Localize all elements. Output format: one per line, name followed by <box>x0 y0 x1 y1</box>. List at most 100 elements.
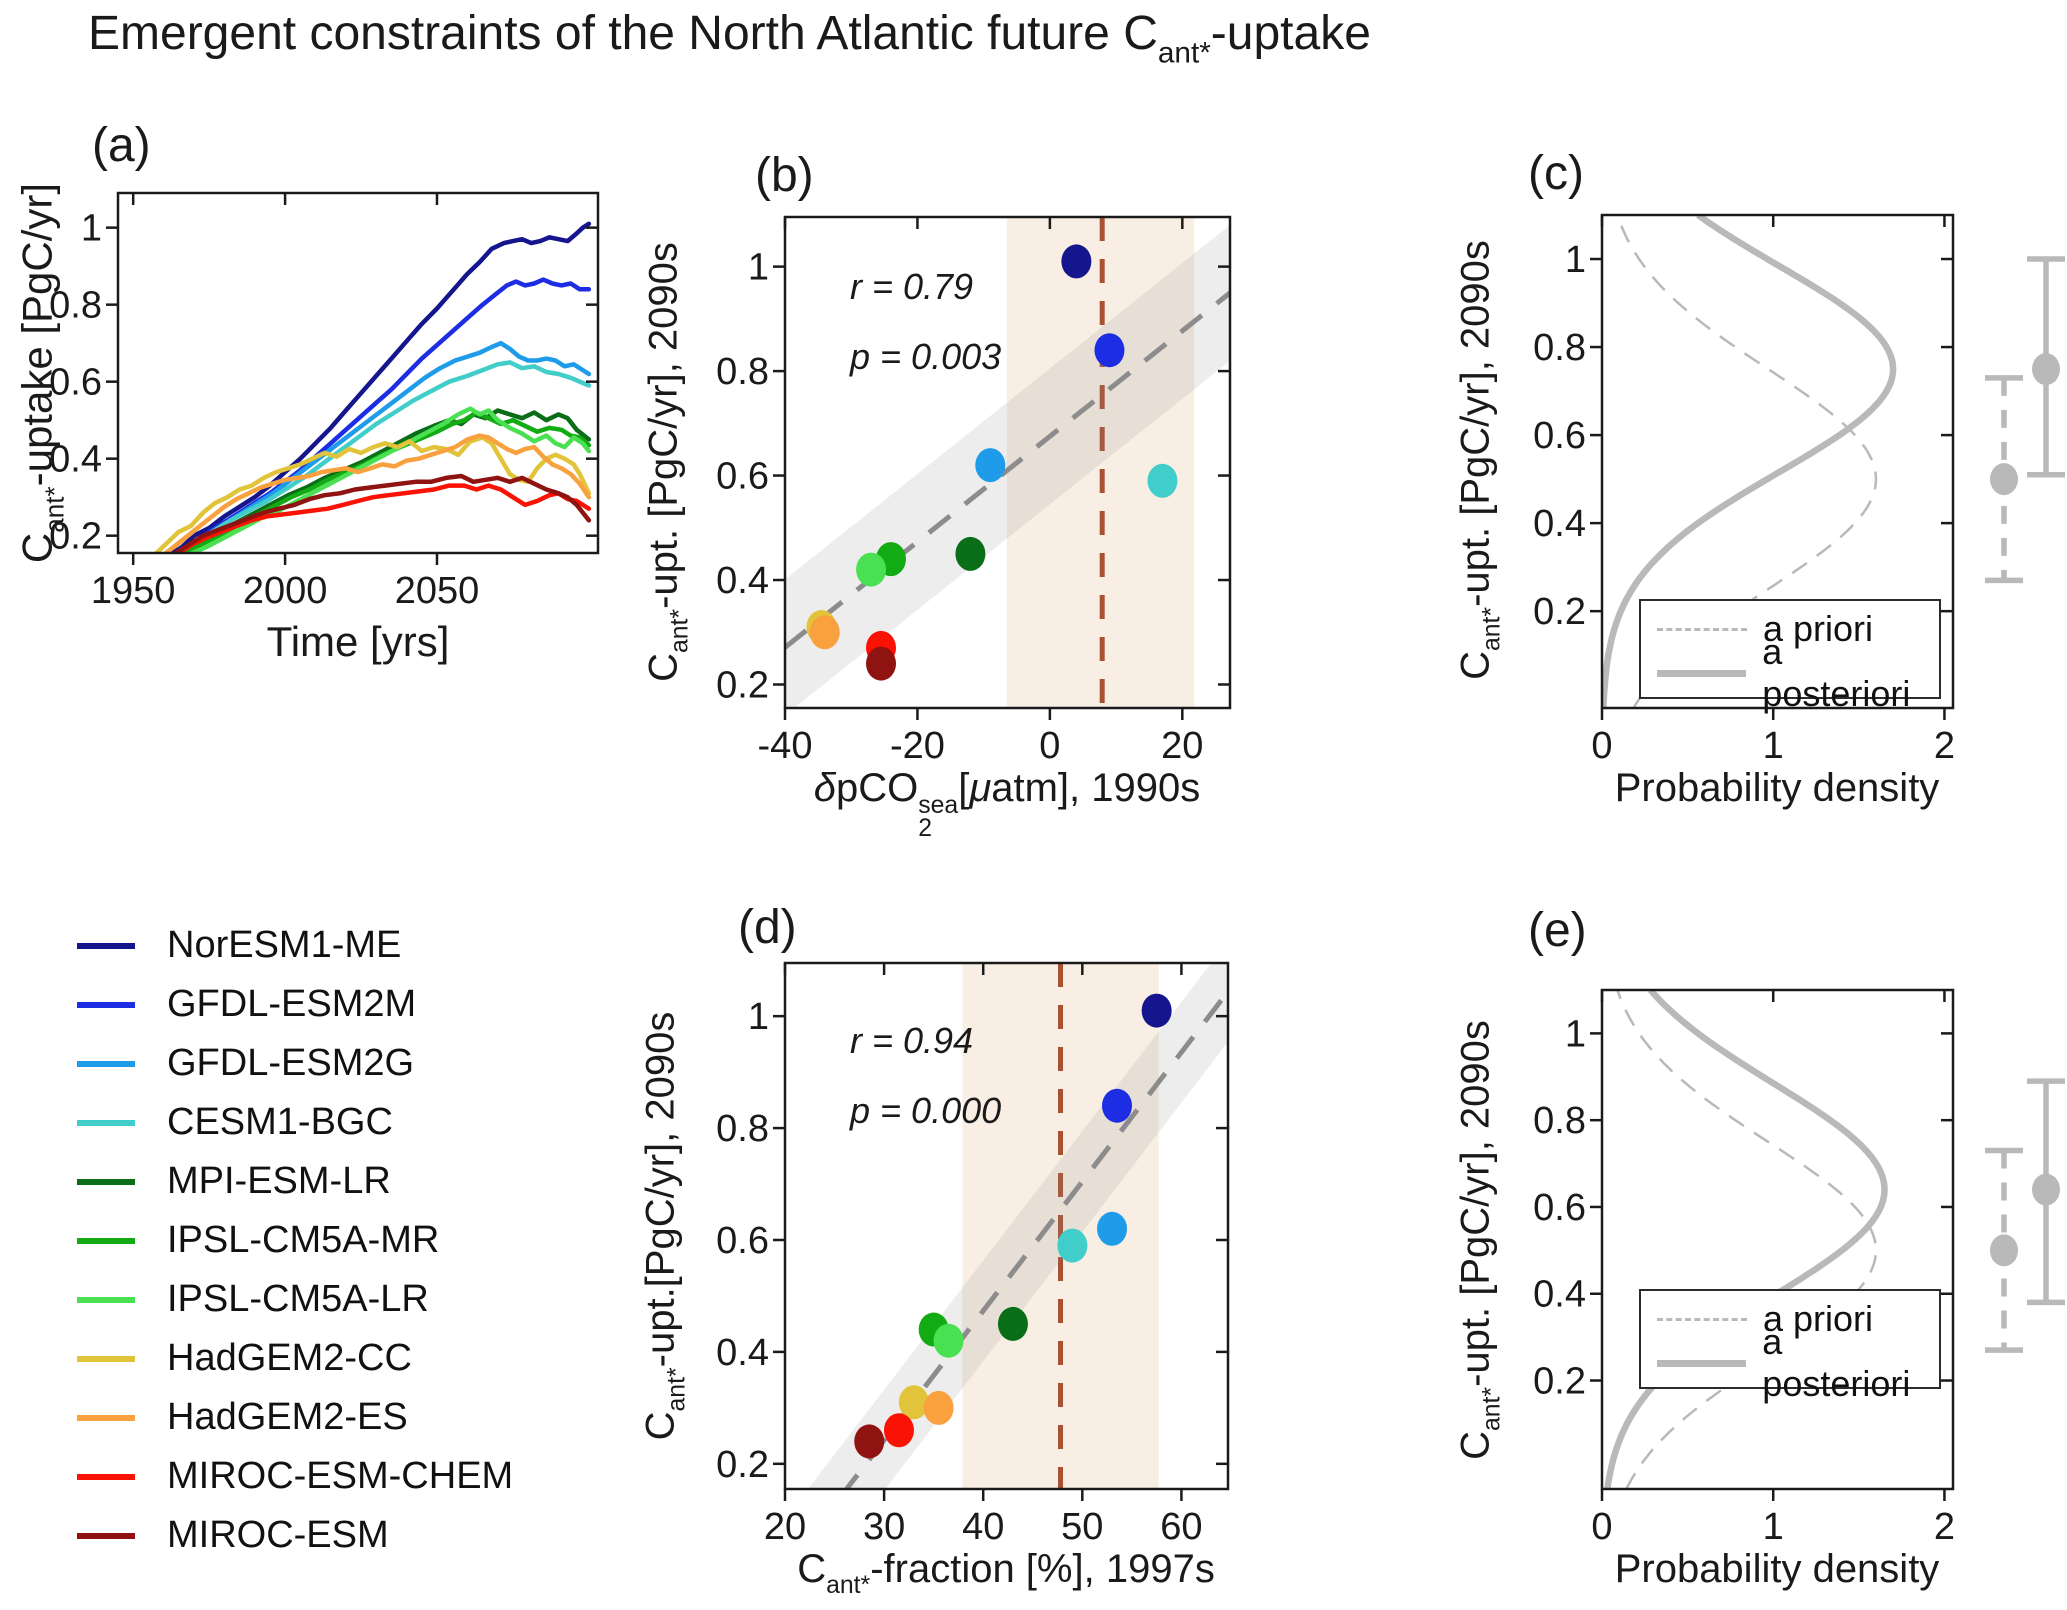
timeseries-MPI-ESM-LR <box>177 408 592 553</box>
panel-c-ylabel: Cant*-upt. [PgC/yr], 2090s <box>1453 240 1506 680</box>
regression-line-b <box>785 290 1230 650</box>
legend-swatch <box>77 1060 135 1067</box>
scatter-point-MIROC-ESM <box>854 1424 885 1459</box>
svg-text:0.8: 0.8 <box>716 351 769 393</box>
legend-model-name: HadGEM2-ES <box>167 1396 408 1438</box>
timeseries-CESM1-BGC <box>174 360 592 553</box>
scatter-point-IPSL-CM5A-LR <box>933 1323 964 1358</box>
timeseries-HadGEM2-ES <box>162 433 592 553</box>
scatter-point-MIROC-ESM-CHEM <box>883 1413 914 1448</box>
scatter-point-MPI-ESM-LR <box>955 536 986 571</box>
legend-model-name: NorESM1-ME <box>167 924 402 966</box>
panel-d-label: (d) <box>738 901 797 954</box>
scatter-point-GFDL-ESM2G <box>1097 1211 1128 1246</box>
timeseries-HadGEM2-CC <box>153 435 592 553</box>
svg-text:60: 60 <box>1160 1506 1202 1548</box>
legend-item: GFDL-ESM2M <box>77 975 513 1034</box>
legend-model-name: IPSL-CM5A-LR <box>167 1278 429 1320</box>
scatter-point-CESM1-BGC <box>1057 1228 1088 1263</box>
svg-text:0.2: 0.2 <box>49 516 102 558</box>
posterior-best-estimate-e <box>2032 1173 2060 1206</box>
svg-text:0: 0 <box>1039 725 1060 767</box>
svg-text:0.8: 0.8 <box>716 1108 769 1150</box>
legend-swatch <box>77 1178 135 1185</box>
panel-b-r-value: r = 0.79 <box>850 266 974 307</box>
svg-text:2: 2 <box>1934 725 1955 767</box>
legend-item: MIROC-ESM <box>77 1506 513 1565</box>
legend-item: HadGEM2-CC <box>77 1329 513 1388</box>
panel-c-label: (c) <box>1528 147 1584 200</box>
legend-swatch <box>77 1001 135 1008</box>
svg-text:50: 50 <box>1061 1506 1103 1548</box>
panel-b-label: (b) <box>755 149 814 202</box>
legend-model-name: MIROC-ESM <box>167 1514 389 1556</box>
svg-text:0.2: 0.2 <box>716 664 769 706</box>
svg-text:20: 20 <box>1161 725 1203 767</box>
svg-text:1: 1 <box>1565 1013 1586 1055</box>
posterior-best-estimate-c <box>2032 353 2060 386</box>
svg-text:2000: 2000 <box>243 570 328 612</box>
svg-text:0.4: 0.4 <box>1533 503 1586 545</box>
legend-item: HadGEM2-ES <box>77 1388 513 1447</box>
timeseries-IPSL-CM5A-LR <box>186 406 592 553</box>
prior-best-estimate-c <box>1990 463 2018 496</box>
sub-sup-stack: sea 2 <box>918 792 959 842</box>
legend-swatch <box>77 1532 135 1539</box>
legend-model-name: HadGEM2-CC <box>167 1337 412 1379</box>
svg-text:0.8: 0.8 <box>1533 1100 1586 1142</box>
scatter-point-NorESM1-ME <box>1141 993 1172 1028</box>
svg-text:0.6: 0.6 <box>1533 415 1586 457</box>
panel-c-distribution-legend: a priori a posteriori <box>1639 599 1941 714</box>
a-posteriori-line-sample <box>1657 669 1747 677</box>
legend-model-name: GFDL-ESM2G <box>167 1042 415 1084</box>
a-priori-label: a priori <box>1763 608 1874 649</box>
svg-text:0.2: 0.2 <box>716 1444 769 1486</box>
a-posteriori-label: a posteriori <box>1762 1321 1911 1404</box>
scatter-point-MIROC-ESM <box>866 646 897 681</box>
legend-row-a-priori: a priori <box>1657 607 1939 651</box>
svg-text:0.4: 0.4 <box>49 439 102 481</box>
legend-model-name: MPI-ESM-LR <box>167 1160 391 1202</box>
legend-swatch <box>77 1296 135 1303</box>
timeseries-MIROC-ESM <box>171 473 592 553</box>
legend-swatch <box>77 942 135 949</box>
svg-text:1: 1 <box>748 996 769 1038</box>
svg-text:0.8: 0.8 <box>1533 327 1586 369</box>
legend-model-name: IPSL-CM5A-MR <box>167 1219 440 1261</box>
svg-text:0.2: 0.2 <box>1533 1361 1586 1403</box>
svg-text:1950: 1950 <box>91 570 176 612</box>
a-priori-line-sample <box>1657 1317 1747 1321</box>
legend-model-name: GFDL-ESM2M <box>167 983 417 1025</box>
panel-a-xlabel: Time [yrs] <box>266 618 450 665</box>
panel-a-ylabel: Cant*-uptake [PgC/yr] <box>13 182 70 564</box>
panel-e-ylabel: Cant*-upt. [PgC/yr], 2090s <box>1453 1020 1506 1460</box>
svg-text:2: 2 <box>1934 1506 1955 1548</box>
legend-item: NorESM1-ME <box>77 916 513 975</box>
timeseries-GFDL-ESM2G <box>180 340 592 553</box>
legend-item: IPSL-CM5A-LR <box>77 1270 513 1329</box>
panel-d-xlabel: Cant*-fraction [%], 1997s <box>797 1547 1215 1600</box>
svg-text:30: 30 <box>863 1506 905 1548</box>
legend-item: CESM1-BGC <box>77 1093 513 1152</box>
legend-row-a-priori: a priori <box>1657 1297 1939 1341</box>
scatter-point-GFDL-ESM2G <box>975 448 1006 483</box>
panel-b-p-value: p = 0.003 <box>850 336 1002 377</box>
timeseries-MIROC-ESM-CHEM <box>174 483 592 553</box>
svg-text:1: 1 <box>1565 239 1586 281</box>
a-priori-line-sample <box>1657 627 1747 631</box>
panel-d-p-value: p = 0.000 <box>850 1090 1002 1131</box>
scatter-point-MPI-ESM-LR <box>997 1306 1028 1341</box>
legend-model-name: CESM1-BGC <box>167 1101 393 1143</box>
a-priori-label: a priori <box>1763 1298 1874 1339</box>
prior-curve-e <box>1616 990 1878 1489</box>
scatter-point-HadGEM2-ES <box>923 1390 954 1425</box>
panel-e-xlabel: Probability density <box>1614 1547 1940 1591</box>
prior-best-estimate-e <box>1990 1234 2018 1267</box>
posterior-curve-c <box>1602 215 1897 708</box>
regression-line-d <box>843 990 1228 1489</box>
svg-text:20: 20 <box>764 1506 806 1548</box>
legend-item: MIROC-ESM-CHEM <box>77 1447 513 1506</box>
timeseries-NorESM1-ME <box>168 221 592 553</box>
